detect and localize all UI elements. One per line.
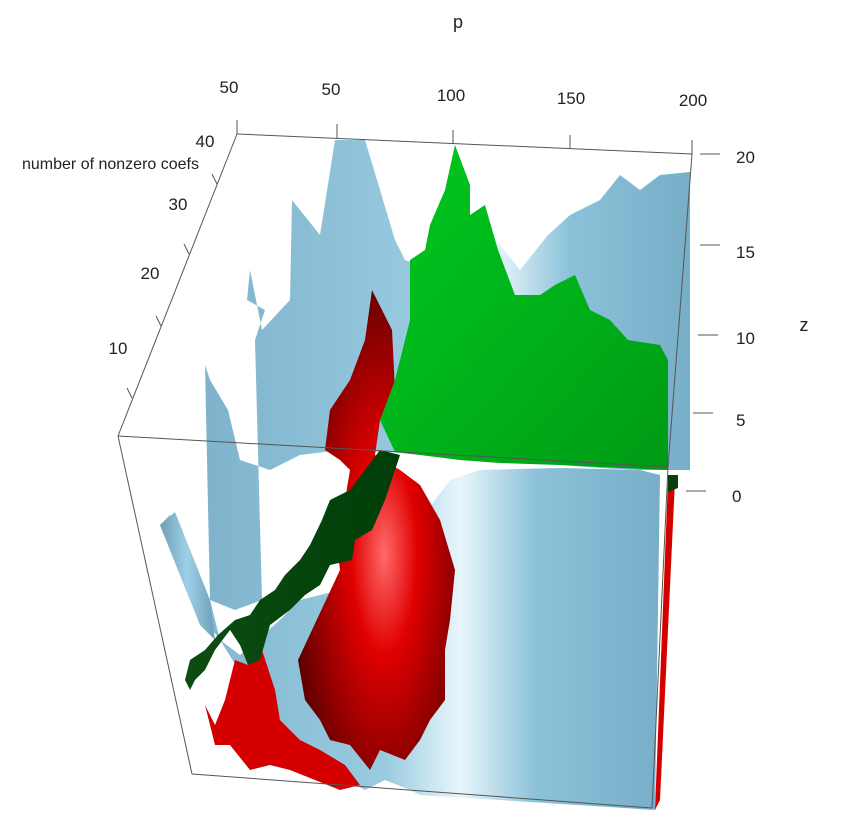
- blue-surface-left-fin: [160, 512, 215, 640]
- z-tick-label-2: 5: [736, 411, 745, 430]
- z-tick-label-3: 10: [736, 329, 755, 348]
- box-edge-bottom-front: [191, 773, 653, 809]
- y-tick-3: [183, 243, 190, 255]
- x-tick-label-1: 50: [220, 78, 239, 97]
- green-surface-ribbon: [185, 450, 400, 690]
- green-surface-upper: [380, 145, 668, 470]
- green-surface-tip-right: [668, 475, 678, 492]
- x-tick-label-2: 50: [322, 80, 341, 99]
- tick-marks: [126, 120, 720, 492]
- y-tick-label-1: 10: [109, 339, 128, 358]
- red-surface-lower-left: [205, 650, 360, 790]
- series-green-surface: [185, 145, 678, 690]
- y-tick-label-4: 40: [196, 132, 215, 151]
- z-tick-label-5: 20: [736, 148, 755, 167]
- y-tick-4: [211, 173, 218, 185]
- box-edge-right-top: [667, 153, 693, 468]
- red-surface-edge-right: [655, 480, 675, 810]
- z-tick-label-4: 15: [736, 243, 755, 262]
- z-axis-title: z: [800, 315, 809, 335]
- red-surface-main: [298, 290, 455, 770]
- series-red-surface: [205, 290, 675, 810]
- bounding-box: [117, 133, 693, 809]
- y-tick-1: [126, 387, 133, 399]
- y-tick-2: [155, 315, 162, 327]
- y-axis-title: number of nonzero coefs: [22, 156, 199, 173]
- x-tick-label-4: 150: [557, 89, 585, 108]
- x-tick-label-3: 100: [437, 86, 465, 105]
- y-tick-label-3: 30: [169, 195, 188, 214]
- box-edge-left-top: [117, 133, 238, 437]
- y-tick-label-2: 20: [141, 264, 160, 283]
- box-edge-top-back: [236, 133, 693, 155]
- box-edge-left-vertical: [117, 435, 193, 775]
- box-edge-front-top: [117, 435, 669, 468]
- z-tick-label-1: 0: [732, 487, 741, 506]
- x-tick-label-5: 200: [679, 91, 707, 110]
- box-edge-right-vertical: [651, 466, 669, 809]
- x-axis-title: p: [453, 12, 463, 32]
